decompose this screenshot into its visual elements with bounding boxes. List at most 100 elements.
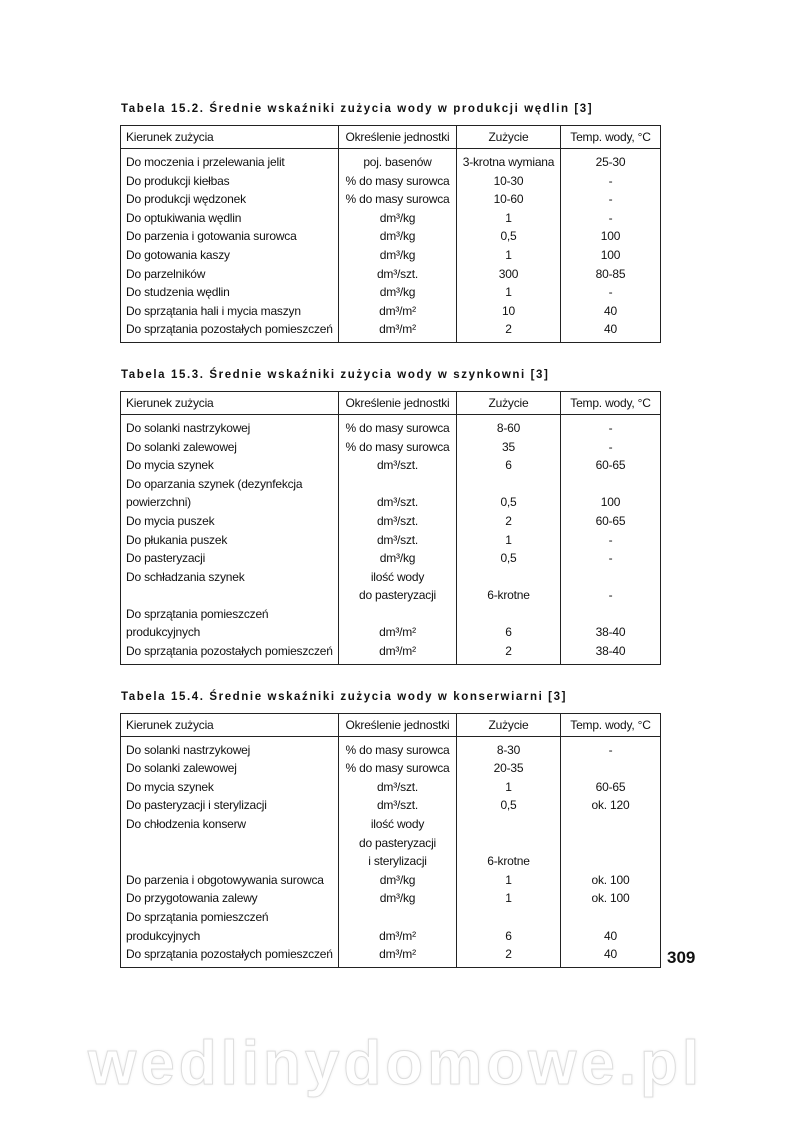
column-header: Temp. wody, °C <box>560 713 661 737</box>
unit-cell: poj. basenów <box>338 148 457 172</box>
temperature-cell: 40 <box>560 908 661 946</box>
table-row: Do sprzątania pomieszczeń produkcyjnych d… <box>120 604 661 643</box>
temperature-cell: 60-65 <box>560 511 661 531</box>
usage-cell: Do sprzątania pozostałych pomieszczeń <box>120 642 339 665</box>
temperature-cell: - <box>560 549 661 568</box>
unit-cell: % do masy surowca <box>338 171 457 191</box>
table-row: Do sprzątania pomieszczeń produkcyjnych d… <box>120 908 661 946</box>
usage-cell: Do produkcji wędzonek <box>120 190 339 209</box>
column-header: Kierunek zużycia <box>120 713 339 737</box>
consumption-cell: 1 <box>456 208 561 228</box>
unit-cell: dm³/m² <box>338 320 457 343</box>
usage-cell: Do produkcji kiełbas <box>120 171 339 191</box>
consumption-cell: 8-60 <box>456 414 561 438</box>
consumption-cell: 1 <box>456 870 561 890</box>
consumption-cell: 1 <box>456 245 561 265</box>
table-row: Do solanki zalewowej% do masy surowca 35- <box>120 437 661 457</box>
consumption-cell: 0,5 <box>456 227 561 246</box>
consumption-cell: 3-krotna wymiana <box>456 148 561 172</box>
column-header: Temp. wody, °C <box>560 391 661 415</box>
table-block-15-3: Kierunek zużycia Określenie jednostki Zuży… <box>120 390 800 665</box>
usage-cell: Do studzenia wędlin <box>120 283 339 302</box>
table-row: Do sprzątania hali i mycia maszyn dm³/m² 1… <box>120 301 661 321</box>
unit-cell: % do masy surowca <box>338 414 457 438</box>
unit-cell: dm³/m² <box>338 301 457 321</box>
table-row: Do mycia szynek dm³/szt. 6 60-65 <box>120 456 661 475</box>
table-row: Do mycia szynek dm³/szt. 1 60-65 <box>120 777 661 797</box>
consumption-cell: 1 <box>456 283 561 302</box>
temperature-cell: 25-30 <box>560 148 661 172</box>
consumption-cell: 10 <box>456 301 561 321</box>
consumption-cell: 35 <box>456 437 561 457</box>
column-header: Określenie jednostki <box>338 391 457 415</box>
table-header-row: Kierunek zużycia Określenie jednostki Zuży… <box>120 125 661 149</box>
unit-cell: dm³/kg <box>338 283 457 302</box>
usage-cell: Do optukiwania wędlin <box>120 208 339 228</box>
unit-cell: dm³/m² <box>338 908 457 946</box>
temperature-cell: - <box>560 414 661 438</box>
usage-cell: Do parzenia i obgotowywania surowca <box>120 870 339 890</box>
temperature-cell: - <box>560 171 661 191</box>
usage-cell: Do sprzątania hali i mycia maszyn <box>120 301 339 321</box>
table-row: Do mycia puszek dm³/szt. 2 60-65 <box>120 511 661 531</box>
temperature-cell: - <box>560 190 661 209</box>
unit-cell: dm³/szt. <box>338 777 457 797</box>
table-block-15-2: Kierunek zużycia Określenie jednostki Zuży… <box>120 125 800 343</box>
usage-cell: Do parzenia i gotowania surowca <box>120 227 339 246</box>
consumption-cell: 300 <box>456 264 561 284</box>
table-15-2: Kierunek zużycia Określenie jednostki Zuży… <box>120 125 661 343</box>
usage-cell: Do chłodzenia konserw <box>120 815 339 871</box>
unit-cell: % do masy surowca <box>338 736 457 760</box>
consumption-cell: 2 <box>456 320 561 343</box>
column-header: Określenie jednostki <box>338 713 457 737</box>
unit-cell: dm³/szt. <box>338 530 457 550</box>
unit-cell: dm³/kg <box>338 889 457 908</box>
usage-cell: Do sprzątania pozostałych pomieszczeń <box>120 320 339 343</box>
consumption-cell: 1 <box>456 777 561 797</box>
column-header: Określenie jednostki <box>338 125 457 149</box>
table-row: Do studzenia wędlin dm³/kg 1- <box>120 283 661 302</box>
table-row: Do parzenia i gotowania surowca dm³/kg 0,5… <box>120 227 661 246</box>
consumption-cell: 6-krotne <box>456 815 561 871</box>
unit-cell: dm³/kg <box>338 870 457 890</box>
consumption-cell: 0,5 <box>456 796 561 816</box>
table-row: Do płukania puszek dm³/szt. 1- <box>120 530 661 550</box>
table-caption-15-4: Tabela 15.4. Średnie wskaźniki zużycia w… <box>121 690 568 703</box>
unit-cell: % do masy surowca <box>338 437 457 457</box>
usage-cell: Do schładzania szynek <box>120 567 339 605</box>
table-caption-15-3: Tabela 15.3. Średnie wskaźniki zużycia w… <box>121 368 550 381</box>
table-row: Do sprzątania pozostałych pomieszczeń dm³… <box>120 642 661 665</box>
unit-cell: % do masy surowca <box>338 759 457 778</box>
watermark-logo: wedlinydomowe.pl <box>88 1028 704 1098</box>
table-row: Do pasteryzacji i sterylizacji dm³/szt. 0,… <box>120 796 661 816</box>
usage-cell: Do mycia szynek <box>120 456 339 475</box>
unit-cell: dm³/szt. <box>338 796 457 816</box>
temperature-cell: 100 <box>560 245 661 265</box>
table-row: Do solanki zalewowej% do masy surowca 20-… <box>120 759 661 778</box>
column-header: Zużycie <box>456 713 561 737</box>
temperature-cell: 100 <box>560 227 661 246</box>
consumption-cell: 2 <box>456 511 561 531</box>
temperature-cell: 40 <box>560 301 661 321</box>
usage-cell: Do sprzątania pozostałych pomieszczeń <box>120 945 339 968</box>
consumption-cell: 2 <box>456 945 561 968</box>
table-row: Do przygotowania zalewy dm³/kg 1 ok. 100 <box>120 889 661 908</box>
unit-cell: % do masy surowca <box>338 190 457 209</box>
unit-cell: dm³/m² <box>338 945 457 968</box>
unit-cell: ilość wody do pasteryzacji <box>338 567 457 605</box>
temperature-cell: 60-65 <box>560 456 661 475</box>
page-number: 309 <box>667 947 696 967</box>
unit-cell: dm³/kg <box>338 549 457 568</box>
usage-cell: Do pasteryzacji <box>120 549 339 568</box>
table-row: Do gotowania kaszy dm³/kg 1 100 <box>120 245 661 265</box>
unit-cell: dm³/kg <box>338 245 457 265</box>
table-row: Do parzenia i obgotowywania surowca dm³/k… <box>120 870 661 890</box>
table-row: Do moczenia i przelewania jelit poj. base… <box>120 148 661 172</box>
table-row: Do solanki nastrzykowej% do masy surowca… <box>120 736 661 760</box>
consumption-cell: 8-30 <box>456 736 561 760</box>
unit-cell: dm³/szt. <box>338 474 457 512</box>
temperature-cell: - <box>560 530 661 550</box>
usage-cell: Do sprzątania pomieszczeń produkcyjnych <box>120 604 339 643</box>
table-row: Do solanki nastrzykowej% do masy surowca… <box>120 414 661 438</box>
temperature-cell: ok. 120 <box>560 796 661 816</box>
